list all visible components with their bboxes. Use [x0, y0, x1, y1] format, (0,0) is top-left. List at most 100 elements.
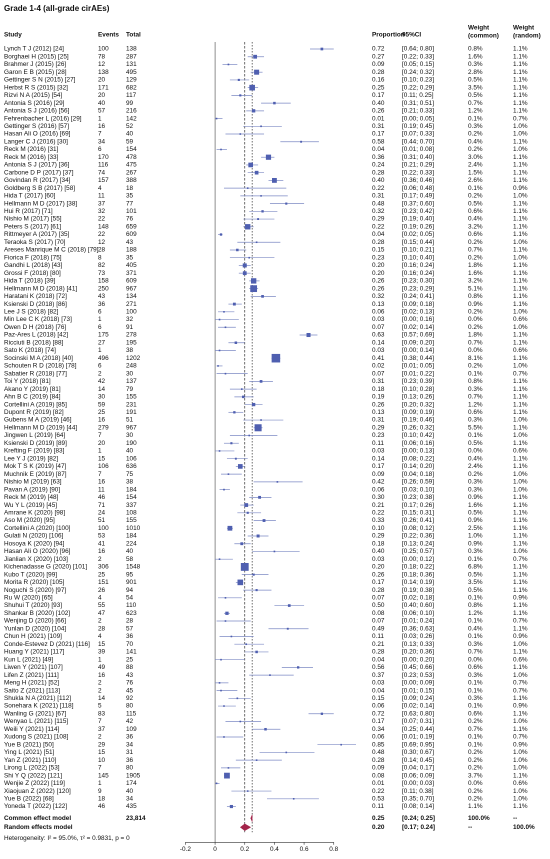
study-name: Lirong L (2022) [53]	[4, 765, 60, 772]
proportion: 0.08	[372, 772, 385, 779]
study-name: Lee Y J (2019) [82]	[4, 455, 58, 462]
study-square	[218, 682, 221, 684]
summary-diamond	[239, 823, 252, 831]
ci-label: [0.10; 0.23]	[402, 77, 434, 84]
study-name: Kichenadasse G (2020) [101]	[4, 564, 87, 571]
ci-label: [0.36; 0.63]	[402, 625, 434, 632]
weight-common: 0.4%	[468, 138, 483, 145]
weight-random: 1.0%	[513, 479, 528, 486]
ci-label: [0.08; 0.12]	[402, 525, 434, 532]
study-name: Amrane K (2020) [98]	[4, 509, 65, 516]
study-name: Wu Y L (2019) [45]	[4, 502, 57, 509]
study-square	[255, 650, 258, 654]
weight-random: 1.0%	[513, 324, 528, 331]
total: 51	[126, 417, 134, 424]
total: 137	[126, 378, 137, 385]
ci-label: [0.00; 0.12]	[402, 556, 434, 563]
study-square	[264, 727, 267, 731]
weight-common: 1.1%	[468, 803, 483, 810]
study-name: Wenjing D (2020) [66]	[4, 618, 66, 625]
weight-random: 0.7%	[513, 370, 528, 377]
total: 106	[126, 455, 137, 462]
total: 405	[126, 262, 137, 269]
study-name: Aso M (2020) [95]	[4, 517, 55, 524]
events: 82	[98, 262, 106, 269]
weight-common: 0.8%	[468, 602, 483, 609]
proportion: 0.07	[372, 618, 385, 625]
ci-label: [0.25; 0.44]	[402, 726, 434, 733]
study-name: Reck M (2016) [33]	[4, 154, 59, 161]
ci-label: [0.00; 0.20]	[402, 656, 434, 663]
study-name: Toi Y (2018) [81]	[4, 378, 51, 385]
weight-random: 1.1%	[513, 293, 528, 300]
total: 40	[126, 788, 134, 795]
study-name: Hosoya K (2020) [94]	[4, 540, 65, 547]
weight-common: 1.8%	[468, 262, 483, 269]
study-name: Hasan Ali O (2016) [69]	[4, 131, 71, 138]
summary-weight-common: --	[468, 824, 472, 831]
weight-common: 3.5%	[468, 84, 483, 91]
proportion: 0.06	[372, 734, 385, 741]
study-name: Owen D H (2018) [76]	[4, 324, 66, 331]
events: 41	[98, 540, 106, 547]
study-name: Langer C J (2016) [30]	[4, 138, 68, 145]
summary-weight-random: 100.0%	[513, 824, 535, 831]
study-square	[260, 125, 262, 128]
study-square	[218, 450, 221, 452]
study-name: Jingwen L (2019) [64]	[4, 432, 65, 439]
study-square	[218, 349, 221, 352]
weight-random: 1.1%	[513, 455, 528, 462]
proportion: 0.41	[372, 355, 385, 362]
study-name: Chun H (2021) [109]	[4, 633, 62, 640]
events: 22	[98, 231, 106, 238]
events: 57	[98, 108, 106, 115]
total: 495	[126, 69, 137, 76]
total: 91	[126, 324, 134, 331]
proportion: 0.22	[372, 509, 385, 516]
total: 184	[126, 486, 137, 493]
proportion: 0.31	[372, 378, 385, 385]
total: 32	[126, 316, 134, 323]
total: 92	[126, 695, 134, 702]
total: 184	[126, 533, 137, 540]
study-square	[300, 140, 303, 143]
ci-label: [0.01; 0.15]	[402, 687, 434, 694]
proportion: 0.20	[372, 262, 385, 269]
weight-random: 1.1%	[513, 394, 528, 401]
ci-label: [0.13; 0.33]	[402, 641, 434, 648]
header-weight-common: (common)	[468, 33, 499, 40]
proportion: 0.31	[372, 193, 385, 200]
ci-label: [0.23; 0.38]	[402, 494, 434, 501]
study-name: Rittmeyer A (2017) [35]	[4, 231, 70, 238]
weight-random: 1.0%	[513, 432, 528, 439]
total: 30	[126, 432, 134, 439]
ci-label: [0.11; 0.25]	[402, 92, 434, 99]
study-name: Akano Y (2019) [81]	[4, 386, 61, 393]
events: 27	[98, 339, 106, 346]
events: 6	[98, 363, 102, 370]
events: 148	[98, 223, 109, 230]
proportion: 0.32	[372, 208, 385, 215]
ci-label: [0.14; 0.45]	[402, 757, 434, 764]
weight-common: 0.4%	[468, 216, 483, 223]
study-name: Shukla N A (2021) [112]	[4, 695, 71, 702]
weight-random: 0.6%	[513, 780, 528, 787]
proportion: 0.17	[372, 131, 385, 138]
proportion: 0.49	[372, 625, 385, 632]
events: 1	[98, 347, 102, 354]
study-square	[285, 202, 288, 205]
weight-random: 1.0%	[513, 131, 528, 138]
events: 73	[98, 270, 106, 277]
ci-label: [0.00; 0.13]	[402, 448, 434, 455]
events: 175	[98, 332, 109, 339]
total: 43	[126, 239, 134, 246]
study-name: Noguchi S (2020) [97]	[4, 587, 66, 594]
proportion: 0.25	[372, 84, 385, 91]
events: 59	[98, 401, 106, 408]
weight-common: 0.6%	[468, 710, 483, 717]
weight-common: 0.1%	[468, 595, 483, 602]
weight-common: 0.3%	[468, 123, 483, 130]
weight-random: 0.7%	[513, 556, 528, 563]
weight-random: 0.9%	[513, 595, 528, 602]
proportion: 0.09	[372, 61, 385, 68]
